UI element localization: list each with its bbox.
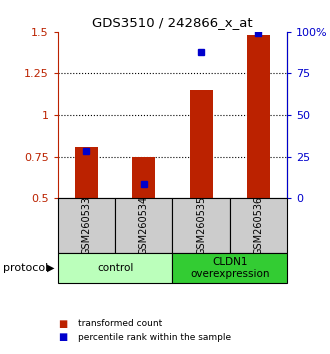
Text: transformed count: transformed count: [78, 319, 162, 329]
Text: percentile rank within the sample: percentile rank within the sample: [78, 332, 231, 342]
Bar: [75, 147, 98, 198]
Bar: [230, 198, 287, 253]
Text: GSM260533: GSM260533: [82, 196, 91, 255]
Text: GSM260536: GSM260536: [253, 196, 263, 255]
Text: CLDN1
overexpression: CLDN1 overexpression: [190, 257, 270, 279]
Title: GDS3510 / 242866_x_at: GDS3510 / 242866_x_at: [92, 16, 253, 29]
Text: ■: ■: [58, 332, 67, 342]
Bar: [173, 198, 230, 253]
Bar: [190, 90, 213, 198]
Text: ■: ■: [58, 319, 67, 329]
Text: protocol: protocol: [3, 263, 49, 273]
Bar: [173, 253, 287, 283]
Text: GSM260534: GSM260534: [139, 196, 149, 255]
Bar: [58, 253, 173, 283]
Bar: [247, 35, 270, 198]
Text: GSM260535: GSM260535: [196, 196, 206, 255]
Bar: [58, 198, 115, 253]
Text: ▶: ▶: [48, 263, 55, 273]
Bar: [132, 156, 155, 198]
Text: control: control: [97, 263, 133, 273]
Bar: [115, 198, 173, 253]
